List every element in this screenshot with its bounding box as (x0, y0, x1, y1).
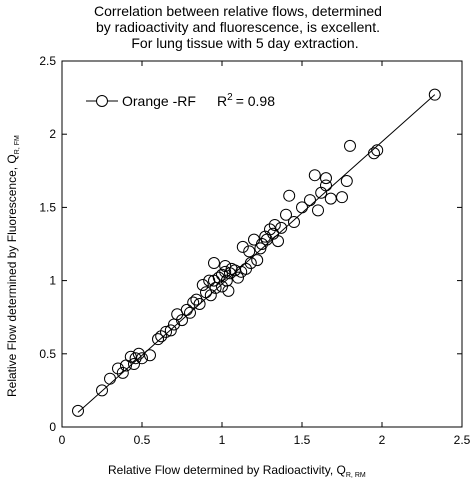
data-point (308, 169, 321, 182)
data-point (244, 257, 257, 270)
legend-series-name: Orange -RF (122, 93, 196, 109)
y-tick-label: 1 (49, 274, 56, 288)
y-axis-label-subscript: R, FM (14, 135, 21, 154)
data-point (283, 189, 296, 202)
x-axis-label-subscript: R, RM (346, 472, 366, 479)
data-point (324, 192, 337, 205)
data-point (116, 366, 129, 379)
data-point (312, 204, 324, 217)
data-point (220, 274, 233, 287)
data-point (160, 325, 172, 338)
data-point (152, 333, 164, 346)
y-axis-label: Relative Flow determined by Fluorescence… (5, 135, 21, 397)
data-point (196, 278, 209, 291)
data-point (371, 144, 384, 157)
x-axis-label: Relative Flow determined by Radioactivit… (108, 463, 366, 479)
data-point (275, 221, 288, 234)
data-point (128, 358, 140, 371)
plot-frame (61, 60, 463, 428)
y-tick-label: 0.5 (39, 347, 56, 361)
legend-r2-label: R2 = 0.98 (217, 92, 275, 109)
x-axis-label-main: Relative Flow determined by Radioactivit… (108, 463, 346, 477)
x-tick-label: 1.5 (294, 433, 311, 447)
data-point (208, 257, 220, 270)
data-point (144, 349, 156, 362)
y-tick-label: 0 (49, 420, 56, 434)
x-tick-label: 0 (59, 433, 66, 447)
chart-title: Correlation between relative flows, dete… (0, 3, 476, 51)
y-axis-label-main: Relative Flow determined by Fluorescence… (5, 154, 19, 397)
data-points (72, 88, 441, 417)
chart-title-line-2: by radioactivity and fluorescence, is ex… (95, 19, 381, 35)
data-point (136, 352, 148, 365)
data-point (272, 235, 284, 248)
data-point (112, 362, 124, 375)
y-tick-label: 2 (49, 127, 56, 141)
data-point (96, 384, 108, 397)
legend: Orange -RF R2 = 0.98 (86, 92, 275, 109)
data-point (288, 216, 300, 229)
chart-title-line-3: For lung tissue with 5 day extraction. (131, 35, 359, 51)
data-point (176, 314, 188, 327)
y-tick-label: 2.5 (39, 54, 56, 68)
data-point (340, 175, 353, 188)
data-point (190, 293, 203, 306)
data-point (243, 245, 256, 258)
y-tick-label: 1.5 (39, 200, 56, 214)
data-point (428, 88, 441, 101)
legend-r2-value: = 0.98 (236, 93, 276, 109)
data-point (219, 265, 232, 278)
data-point (222, 284, 235, 297)
x-tick-label: 2 (379, 433, 386, 447)
data-point (280, 208, 292, 221)
data-point (187, 296, 200, 309)
legend-r2-symbol: R (217, 93, 227, 109)
data-point (72, 404, 84, 417)
data-point (320, 179, 332, 192)
data-point (104, 372, 116, 385)
data-point (296, 201, 308, 214)
data-point (155, 330, 168, 343)
data-point (256, 238, 268, 250)
legend-marker-symbol (96, 95, 108, 107)
x-tick-label: 1 (219, 433, 226, 447)
data-point (193, 298, 206, 311)
data-point (368, 147, 380, 160)
data-point (232, 271, 244, 284)
data-point (344, 139, 356, 152)
data-point (304, 194, 316, 207)
data-point (251, 254, 264, 267)
data-point (268, 218, 281, 231)
data-point (180, 303, 193, 316)
data-point (129, 352, 142, 365)
x-tick-label: 0.5 (134, 433, 151, 447)
x-tick-label: 2.5 (454, 433, 471, 447)
chart-title-line-1: Correlation between relative flows, dete… (94, 3, 382, 19)
data-point (164, 324, 177, 337)
data-point (236, 240, 249, 253)
data-point (320, 172, 332, 185)
legend-r2-exponent: 2 (227, 92, 233, 103)
data-point (336, 191, 348, 204)
axis-ticks: 0 0.5 1 1.5 2 2.5 0 0.5 1 1.5 2 2.5 (39, 54, 470, 447)
data-point (260, 233, 273, 246)
